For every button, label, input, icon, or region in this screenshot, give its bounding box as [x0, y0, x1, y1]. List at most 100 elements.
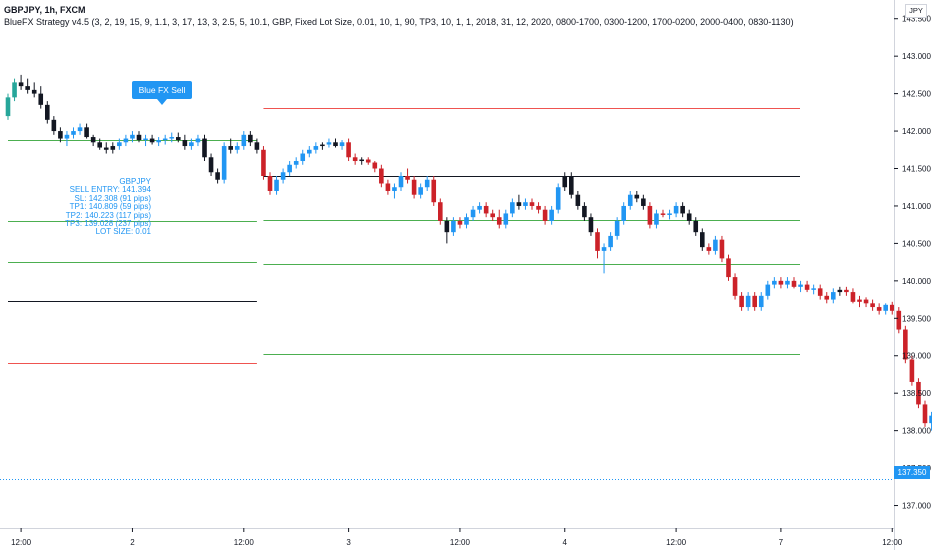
candle-4 [31, 82, 37, 98]
candle-13 [90, 134, 96, 147]
candle-74 [490, 209, 495, 221]
candle-51 [339, 140, 345, 150]
candle-body [529, 202, 535, 206]
candle-body [811, 288, 816, 290]
candle-body [77, 127, 83, 132]
candle-body [588, 217, 594, 233]
candle-body [176, 137, 181, 141]
candle-62 [411, 176, 417, 199]
candle-body [424, 179, 430, 188]
candle-body [149, 138, 155, 143]
y-tick-label-4: 139.000 [902, 352, 931, 361]
symbol-title[interactable]: GBPJPY, 1h, FXCM [4, 5, 86, 15]
candle-body [470, 209, 476, 218]
candle-56 [372, 161, 378, 173]
candle-122 [804, 280, 810, 293]
candle-body [31, 89, 37, 94]
x-tick-label-3: 3 [346, 538, 351, 547]
candle-body [241, 134, 247, 147]
candle-15 [103, 142, 109, 154]
candle-84 [555, 183, 561, 214]
candle-body [863, 299, 869, 304]
time-axis[interactable]: 12:00212:00312:00412:00712:00812:00912:0… [11, 528, 932, 547]
candle-body [385, 183, 391, 191]
last-price-badge: 137.350 [894, 466, 930, 479]
candle-96 [634, 190, 640, 203]
candle-body [876, 307, 882, 311]
chart-header: GBPJPY, 1h, FXCM BlueFX Strategy v4.5 (3… [4, 4, 794, 28]
candles [5, 74, 932, 431]
candle-body [365, 159, 371, 163]
candle-body [457, 220, 463, 225]
trade-info-box: GBPJPY SELL ENTRY: 141.394 SL: 142.308 (… [0, 177, 151, 237]
candle-134 [883, 303, 888, 315]
indicator-legend[interactable]: BlueFX Strategy v4.5 (3, 2, 19, 15, 9, 1… [4, 17, 794, 27]
candle-60 [398, 172, 404, 191]
candle-body [293, 161, 299, 165]
candle-body [25, 86, 30, 90]
candle-body [680, 205, 685, 214]
candle-87 [575, 190, 581, 210]
candle-body [418, 187, 423, 195]
candle-body [464, 217, 469, 225]
candle-93 [614, 217, 620, 240]
candle-61 [405, 168, 410, 184]
trade-info-symbol: GBPJPY [119, 177, 151, 186]
candle-body [595, 232, 600, 251]
candle-body [883, 304, 888, 311]
candle-body [837, 289, 843, 293]
candle-65 [431, 176, 437, 206]
candle-39 [261, 146, 266, 180]
candle-body [287, 164, 292, 173]
candle-117 [772, 277, 777, 289]
candle-37 [248, 131, 253, 147]
candle-94 [621, 202, 626, 225]
candle-101 [667, 209, 672, 220]
x-tick-label-0: 12:00 [11, 538, 32, 547]
candle-5 [38, 86, 44, 109]
candle-3 [25, 78, 30, 94]
candle-113 [745, 292, 751, 311]
candle-body [909, 359, 915, 382]
x-tick-label-5: 4 [563, 538, 568, 547]
candle-body [804, 284, 810, 290]
candle-body [189, 142, 194, 147]
x-tick-label-4: 12:00 [450, 538, 471, 547]
candle-body [562, 176, 568, 188]
candle-body [660, 213, 666, 215]
candle-body [765, 284, 771, 296]
candle-body [372, 162, 378, 169]
candle-body [352, 157, 358, 162]
candle-130 [857, 295, 862, 308]
candle-body [379, 168, 384, 184]
candle-body [719, 239, 725, 259]
candle-131 [863, 297, 869, 308]
candle-body [903, 329, 908, 360]
candle-66 [438, 198, 443, 225]
currency-badge[interactable]: JPY [905, 4, 927, 18]
candle-38 [254, 138, 260, 154]
candle-127 [837, 286, 843, 296]
candle-55 [365, 157, 371, 165]
candle-body [182, 140, 188, 147]
candle-47 [313, 142, 319, 154]
candle-body [798, 284, 803, 287]
candle-body [483, 205, 489, 214]
candle-body [90, 137, 96, 143]
x-tick-label-1: 2 [130, 538, 135, 547]
candle-102 [673, 202, 679, 218]
y-tick-label-0: 137.000 [902, 502, 931, 511]
candle-body [280, 172, 286, 180]
candle-128 [844, 286, 849, 296]
candle-body [673, 205, 679, 214]
price-axis[interactable]: 137.000137.500138.000138.500139.000139.5… [894, 15, 931, 511]
candle-body [772, 280, 777, 285]
candle-24 [162, 134, 168, 145]
candle-43 [287, 161, 292, 176]
trade-info-lot-size: LOT SIZE: 0.01 [95, 227, 151, 237]
candle-body [817, 288, 823, 296]
trade-info-tp3: TP3: 139.028 (237 pips) [65, 219, 151, 229]
candle-body [18, 82, 24, 87]
candle-124 [817, 284, 823, 300]
candle-89 [588, 213, 594, 236]
